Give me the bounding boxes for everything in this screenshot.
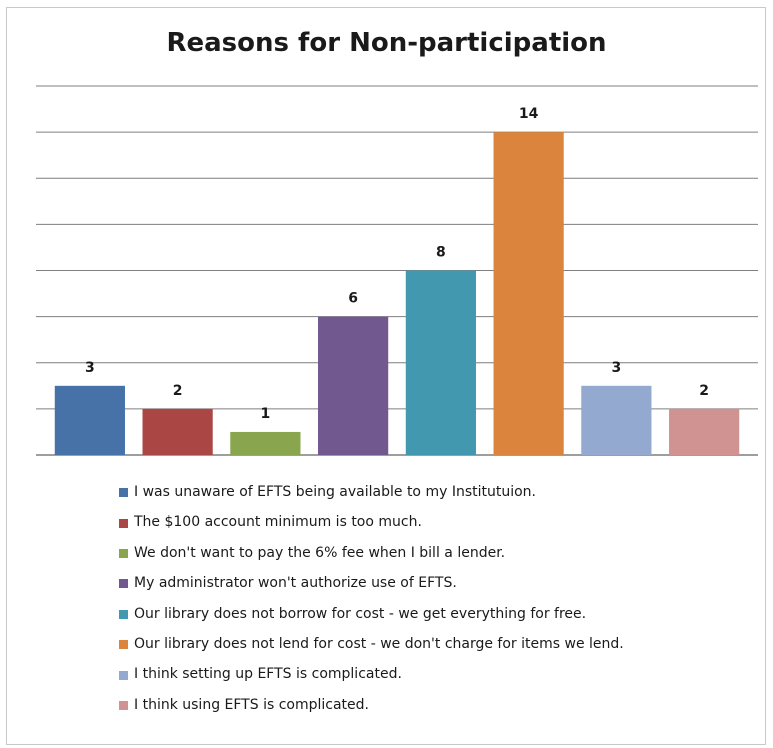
legend-swatch [119,609,128,619]
legend-label: The $100 account minimum is too much. [134,514,422,531]
legend-item-4: My administrator won't authorize use of … [119,574,624,593]
data-labels: 3 2 1 6 8 14 3 2 [85,106,709,422]
legend-label: Our library does not borrow for cost - w… [134,605,587,622]
legend-item-6: Our library does not lend for cost - we … [119,635,624,654]
legend-swatch [119,700,128,710]
bars [54,132,740,455]
bar-8 [669,408,740,455]
legend-swatch [119,548,128,558]
legend-swatch [119,640,128,650]
bar-7 [581,385,652,455]
chart-title: Reasons for Non-participation [166,28,607,58]
data-label-3: 1 [261,406,271,422]
legend-label: I was unaware of EFTS being available to… [134,484,537,500]
legend-label: I think using EFTS is complicated. [134,696,369,713]
legend-label: Our library does not lend for cost - we … [134,635,624,652]
data-label-2: 2 [173,383,183,399]
bar-6 [493,132,564,455]
legend-swatch [119,579,128,589]
data-label-5: 8 [436,245,446,261]
legend-item-2: The $100 account minimum is too much. [119,513,624,532]
legend-swatch [119,488,128,498]
legend-label: My administrator won't authorize use of … [134,575,457,592]
bar-1 [54,385,125,455]
legend-swatch [119,518,128,528]
legend: I was unaware of EFTS being available to… [119,483,624,726]
legend-swatch [119,670,128,680]
data-label-1: 3 [85,360,95,376]
legend-item-5: Our library does not borrow for cost - w… [119,605,624,624]
data-label-6: 14 [519,106,539,122]
data-label-8: 2 [699,383,709,399]
bar-2 [142,408,213,455]
legend-item-3: We don't want to pay the 6% fee when I b… [119,544,624,563]
bar-plot: 3 2 1 6 8 14 3 2 [36,85,758,456]
data-label-4: 6 [348,291,358,307]
legend-label: We don't want to pay the 6% fee when I b… [134,544,506,561]
legend-label: I think setting up EFTS is complicated. [134,666,402,683]
bar-4 [318,316,389,455]
legend-item-8: I think using EFTS is complicated. [119,696,624,715]
data-label-7: 3 [612,360,622,376]
bar-3 [230,431,301,455]
bar-5 [405,270,476,455]
legend-item-1: I was unaware of EFTS being available to… [119,483,624,502]
legend-item-7: I think setting up EFTS is complicated. [119,665,624,684]
